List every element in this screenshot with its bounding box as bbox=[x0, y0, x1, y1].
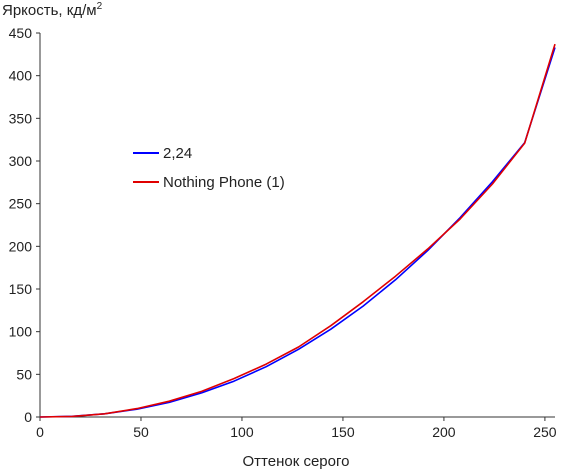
x-tick-label: 50 bbox=[133, 424, 149, 440]
y-tick-label: 100 bbox=[9, 324, 33, 340]
y-axis-title: Яркость, кд/м2 bbox=[2, 1, 103, 19]
y-tick-label: 200 bbox=[9, 238, 33, 254]
x-tick-label: 150 bbox=[331, 424, 355, 440]
series bbox=[39, 43, 556, 418]
ticks: 0 50 100 150 200 250 300 350 400 450 0 50 100 150 200 2… bbox=[9, 25, 557, 440]
y-axis-title-text: Яркость, кд/м bbox=[2, 2, 97, 19]
series-line-2 bbox=[39, 43, 556, 418]
y-tick-label: 450 bbox=[9, 25, 33, 41]
legend-label-2: Nothing Phone (1) bbox=[163, 174, 285, 191]
x-tick-label: 100 bbox=[230, 424, 254, 440]
y-tick-label: 300 bbox=[9, 153, 33, 169]
x-tick-label: 250 bbox=[533, 424, 557, 440]
y-tick-label: 400 bbox=[9, 68, 33, 84]
y-tick-label: 0 bbox=[24, 409, 32, 425]
x-axis-title: Оттенок серого bbox=[243, 453, 350, 470]
y-tick-label: 150 bbox=[9, 281, 33, 297]
series-line-1 bbox=[39, 47, 556, 418]
y-tick-label: 50 bbox=[16, 366, 32, 382]
x-tick-label: 200 bbox=[432, 424, 456, 440]
y-axis-title-superscript: 2 bbox=[97, 1, 103, 12]
legend-label-1: 2,24 bbox=[163, 145, 192, 162]
legend: 2,24 Nothing Phone (1) bbox=[133, 145, 285, 191]
y-tick-label: 350 bbox=[9, 110, 33, 126]
axes bbox=[39, 33, 555, 418]
y-tick-label: 250 bbox=[9, 196, 33, 212]
x-tick-label: 0 bbox=[36, 424, 44, 440]
